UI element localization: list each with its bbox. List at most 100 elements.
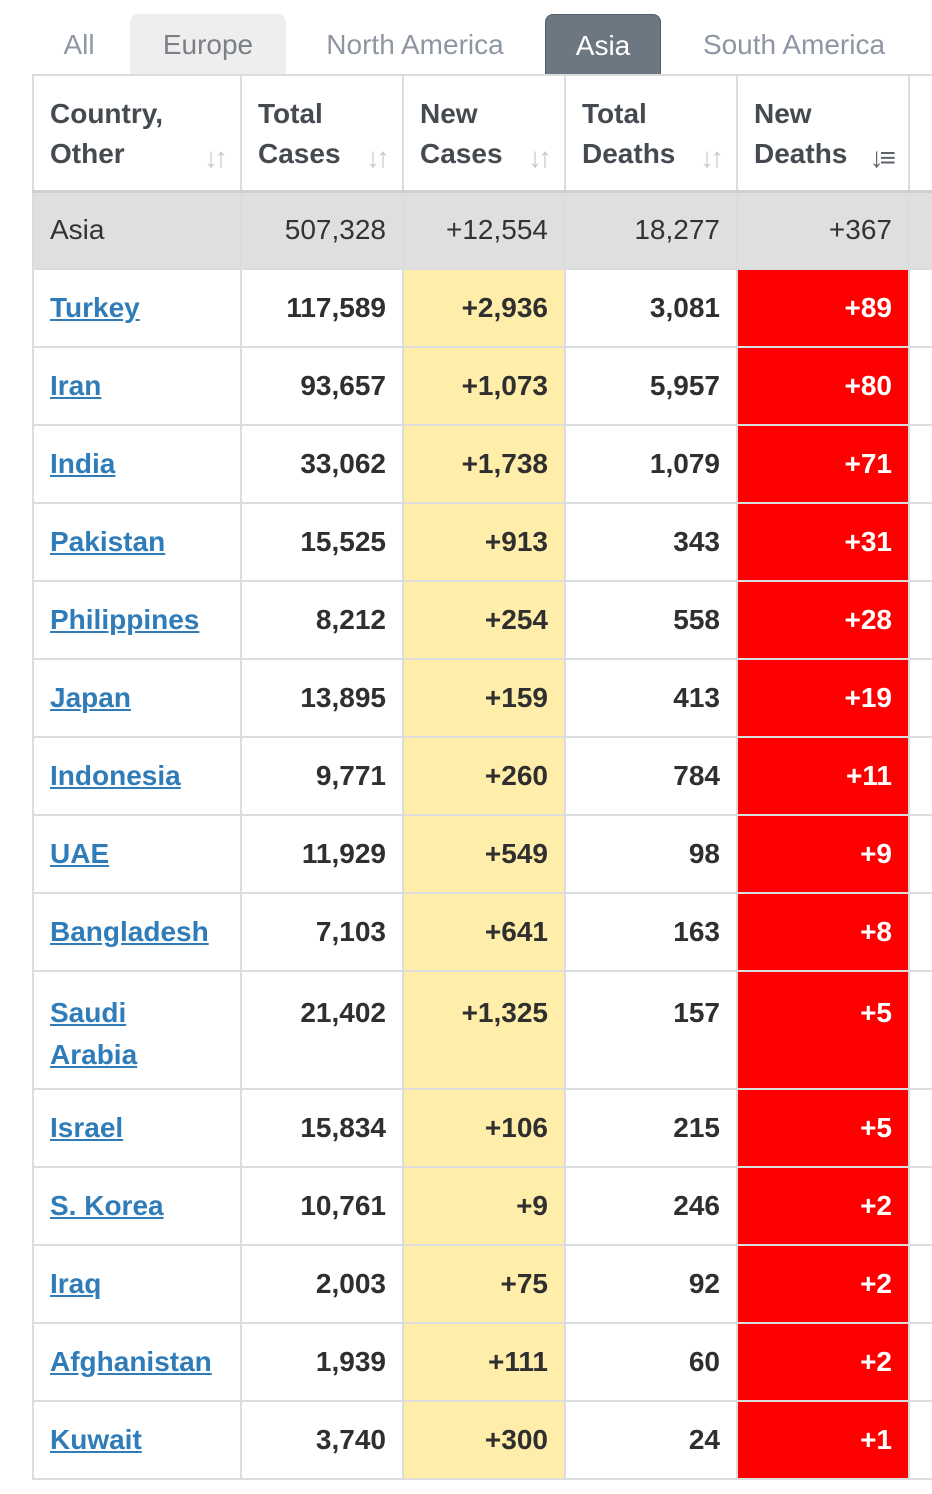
table-row: Bangladesh 7,103 +641 163 +8 [32, 892, 932, 972]
col-header-total-deaths-label: Total Deaths [582, 98, 676, 169]
extra-cell [908, 1322, 932, 1402]
total-deaths-cell: 784 [564, 736, 738, 816]
tab-all[interactable]: All [63, 29, 95, 60]
new-deaths-cell: +19 [736, 658, 910, 738]
tab-europe[interactable]: Europe [130, 14, 286, 76]
col-header-new-cases-label: New Cases [420, 98, 503, 169]
new-cases-cell: +641 [402, 892, 566, 972]
country-link[interactable]: Israel [50, 1112, 124, 1143]
total-deaths-cell: 343 [564, 502, 738, 582]
new-deaths-cell: +2 [736, 1244, 910, 1324]
table-row: UAE 11,929 +549 98 +9 [32, 814, 932, 894]
country-link[interactable]: Iran [50, 370, 102, 401]
total-row-new-cases: +12,554 [402, 190, 566, 270]
col-header-country[interactable]: Country, Other ↓↑ [32, 74, 242, 193]
country-link[interactable]: Iraq [50, 1268, 102, 1299]
total-deaths-cell: 3,081 [564, 268, 738, 348]
new-cases-cell: +111 [402, 1322, 566, 1402]
total-cases-cell: 7,103 [240, 892, 404, 972]
total-deaths-cell: 60 [564, 1322, 738, 1402]
country-cell: Philippines [32, 580, 242, 660]
total-deaths-cell: 215 [564, 1088, 738, 1168]
total-cases-cell: 10,761 [240, 1166, 404, 1246]
total-cases-cell: 15,525 [240, 502, 404, 582]
new-cases-cell: +106 [402, 1088, 566, 1168]
country-cell: UAE [32, 814, 242, 894]
covid-table: Country, Other ↓↑ Total Cases ↓↑ New Cas… [32, 74, 932, 1480]
table-row: S. Korea 10,761 +9 246 +2 [32, 1166, 932, 1246]
country-link[interactable]: Philippines [50, 604, 200, 635]
country-link[interactable]: S. Korea [50, 1190, 164, 1221]
col-header-country-label: Country, Other [50, 98, 164, 169]
col-header-new-cases[interactable]: New Cases ↓↑ [402, 74, 566, 193]
total-cases-cell: 9,771 [240, 736, 404, 816]
sort-icon: ↓↑ [528, 142, 552, 173]
total-cases-cell: 8,212 [240, 580, 404, 660]
sort-icon: ↓↑ [366, 142, 390, 173]
header-row: Country, Other ↓↑ Total Cases ↓↑ New Cas… [32, 74, 932, 193]
country-cell: Pakistan [32, 502, 242, 582]
total-cases-cell: 11,929 [240, 814, 404, 894]
country-link[interactable]: Japan [50, 682, 131, 713]
table-row: India 33,062 +1,738 1,079 +71 [32, 424, 932, 504]
col-header-total-cases[interactable]: Total Cases ↓↑ [240, 74, 404, 193]
total-deaths-cell: 5,957 [564, 346, 738, 426]
extra-cell [908, 814, 932, 894]
sort-icon: ↓↑ [700, 142, 724, 173]
extra-cell [908, 658, 932, 738]
table-row: Kuwait 3,740 +300 24 +1 [32, 1400, 932, 1480]
new-deaths-cell: +80 [736, 346, 910, 426]
total-cases-cell: 117,589 [240, 268, 404, 348]
col-header-next-partial-label: T I [926, 94, 932, 174]
total-deaths-cell: 24 [564, 1400, 738, 1480]
total-cases-cell: 21,402 [240, 970, 404, 1090]
new-cases-cell: +254 [402, 580, 566, 660]
country-cell: S. Korea [32, 1166, 242, 1246]
total-deaths-cell: 98 [564, 814, 738, 894]
country-link[interactable]: Afghanistan [50, 1346, 212, 1377]
new-cases-cell: +159 [402, 658, 566, 738]
country-link[interactable]: Bangladesh [50, 916, 209, 947]
col-header-new-deaths[interactable]: New Deaths ↓≡ [736, 74, 910, 193]
country-cell: Turkey [32, 268, 242, 348]
extra-cell [908, 346, 932, 426]
new-cases-cell: +75 [402, 1244, 566, 1324]
tab-south-america[interactable]: South America [702, 29, 886, 60]
new-deaths-cell: +71 [736, 424, 910, 504]
new-deaths-cell: +2 [736, 1322, 910, 1402]
country-link[interactable]: Pakistan [50, 526, 166, 557]
col-header-total-deaths[interactable]: Total Deaths ↓↑ [564, 74, 738, 193]
total-row: Asia 507,328 +12,554 18,277 +367 [32, 190, 932, 270]
new-cases-cell: +260 [402, 736, 566, 816]
total-cases-cell: 13,895 [240, 658, 404, 738]
country-link[interactable]: UAE [50, 838, 110, 869]
extra-cell [908, 736, 932, 816]
new-deaths-cell: +28 [736, 580, 910, 660]
total-deaths-cell: 413 [564, 658, 738, 738]
total-deaths-cell: 246 [564, 1166, 738, 1246]
table-row: Philippines 8,212 +254 558 +28 [32, 580, 932, 660]
new-deaths-cell: +5 [736, 970, 910, 1090]
col-header-next-partial[interactable]: T I [908, 74, 932, 193]
tab-north-america[interactable]: North America [326, 29, 504, 60]
tab-asia[interactable]: Asia [545, 14, 661, 76]
country-link[interactable]: Kuwait [50, 1424, 142, 1455]
country-link[interactable]: India [50, 448, 116, 479]
col-header-new-deaths-label: New Deaths [754, 98, 848, 169]
total-cases-cell: 33,062 [240, 424, 404, 504]
table-row: Saudi Arabia 21,402 +1,325 157 +5 [32, 970, 932, 1090]
total-cases-cell: 2,003 [240, 1244, 404, 1324]
total-deaths-cell: 157 [564, 970, 738, 1090]
table-row: Pakistan 15,525 +913 343 +31 [32, 502, 932, 582]
country-link[interactable]: Indonesia [50, 760, 181, 791]
total-deaths-cell: 92 [564, 1244, 738, 1324]
extra-cell [908, 892, 932, 972]
table-row: Afghanistan 1,939 +111 60 +2 [32, 1322, 932, 1402]
country-cell: Afghanistan [32, 1322, 242, 1402]
country-link[interactable]: Saudi Arabia [50, 997, 138, 1070]
extra-cell [908, 268, 932, 348]
new-deaths-cell: +2 [736, 1166, 910, 1246]
country-link[interactable]: Turkey [50, 292, 140, 323]
extra-cell [908, 580, 932, 660]
